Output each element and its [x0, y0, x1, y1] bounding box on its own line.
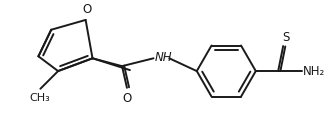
Text: S: S — [283, 31, 290, 43]
Text: CH₃: CH₃ — [29, 93, 50, 103]
Text: O: O — [122, 92, 131, 105]
Text: NH₂: NH₂ — [303, 65, 325, 78]
Text: O: O — [82, 3, 91, 16]
Text: NH: NH — [154, 51, 172, 64]
